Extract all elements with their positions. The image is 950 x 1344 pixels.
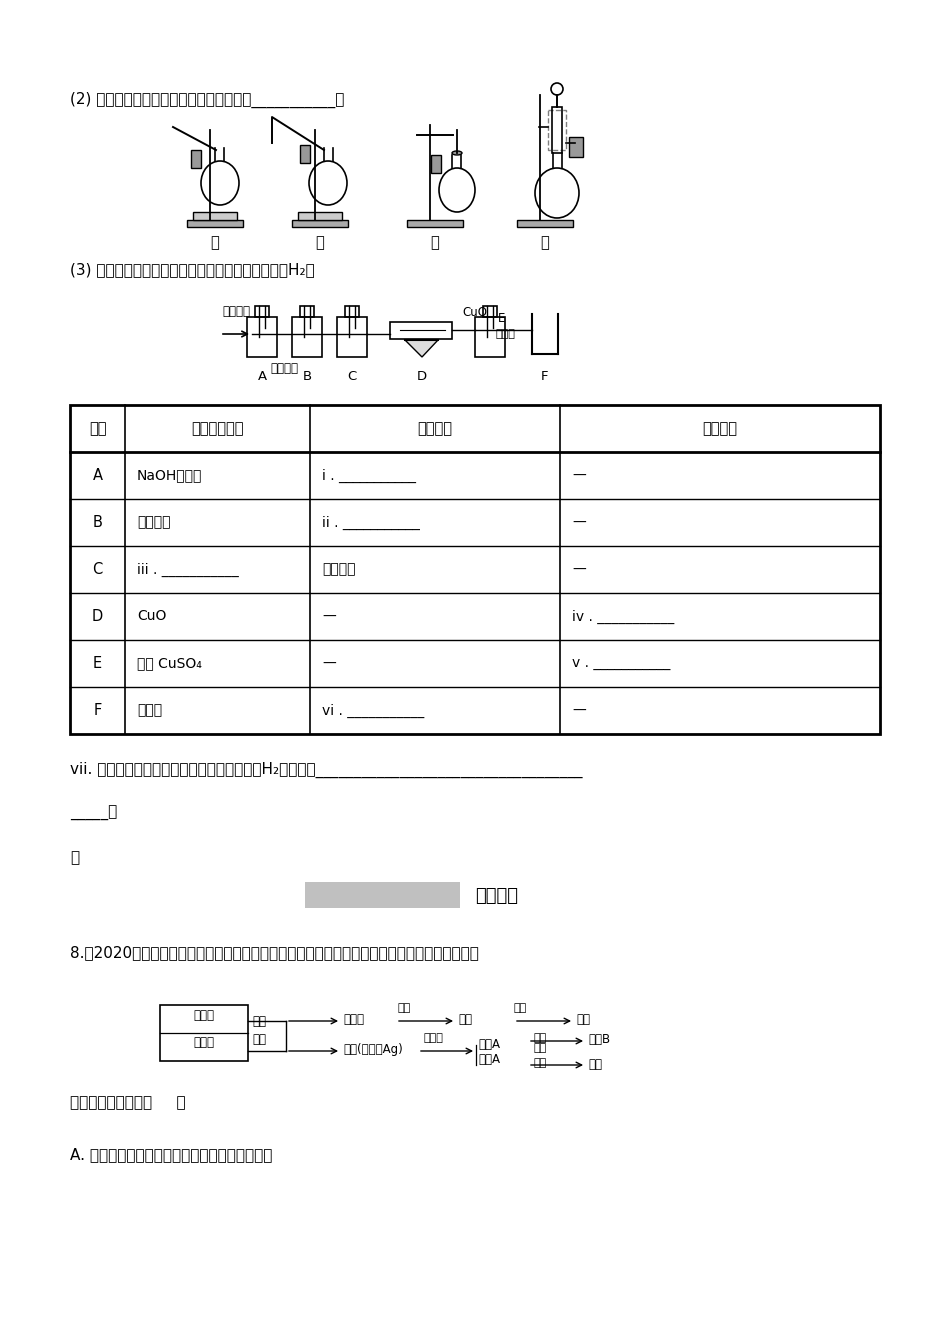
Text: 品红溢液: 品红溢液 bbox=[137, 516, 170, 530]
Text: (3) 同学甲采用下列装置验证产生的混合气体中含有H₂。: (3) 同学甲采用下列装置验证产生的混合气体中含有H₂。 bbox=[70, 262, 314, 277]
Bar bbox=[300, 145, 310, 163]
Bar bbox=[431, 155, 441, 173]
Text: v . ___________: v . ___________ bbox=[572, 656, 671, 671]
Text: 稀硫酸: 稀硫酸 bbox=[424, 1034, 444, 1043]
Bar bbox=[483, 306, 497, 317]
Bar bbox=[160, 1005, 248, 1060]
Text: —: — bbox=[322, 656, 335, 671]
Text: 丙: 丙 bbox=[430, 235, 439, 250]
Bar bbox=[193, 212, 237, 220]
Bar bbox=[292, 317, 322, 358]
Text: 。: 。 bbox=[70, 849, 79, 866]
Text: 丁: 丁 bbox=[541, 235, 549, 250]
Text: C: C bbox=[348, 370, 356, 383]
Text: —: — bbox=[572, 563, 586, 577]
Text: 铁粉: 铁粉 bbox=[534, 1043, 547, 1052]
Bar bbox=[337, 317, 367, 358]
Text: 过滤: 过滤 bbox=[534, 1058, 547, 1068]
Bar bbox=[407, 220, 463, 227]
Bar bbox=[255, 306, 269, 317]
Text: 空气: 空气 bbox=[252, 1015, 266, 1028]
Text: 纯银: 纯银 bbox=[576, 1013, 590, 1025]
Bar bbox=[548, 110, 566, 151]
Ellipse shape bbox=[452, 151, 462, 155]
Text: CuO: CuO bbox=[462, 306, 487, 319]
Text: 能力提升: 能力提升 bbox=[475, 887, 518, 905]
Text: 乙: 乙 bbox=[315, 235, 324, 250]
Text: —: — bbox=[572, 703, 586, 718]
Bar bbox=[300, 306, 314, 317]
Text: A. 粗铜溶于过量稀硫酸，过滤、低温干燥得纯铜: A. 粗铜溶于过量稀硫酸，过滤、低温干燥得纯铜 bbox=[70, 1146, 273, 1163]
Text: 滤液A: 滤液A bbox=[478, 1052, 500, 1066]
Text: 混合气体: 混合气体 bbox=[222, 305, 250, 319]
Text: 铜银合: 铜银合 bbox=[194, 1009, 215, 1021]
Text: 冷却: 冷却 bbox=[398, 1003, 411, 1013]
Text: _____。: _____。 bbox=[70, 806, 117, 821]
Text: 高温: 高温 bbox=[252, 1034, 266, 1046]
Bar bbox=[298, 212, 342, 220]
Text: E: E bbox=[498, 312, 505, 325]
Text: CuO: CuO bbox=[137, 609, 166, 624]
Text: 下列说法正确的是（     ）: 下列说法正确的是（ ） bbox=[70, 1095, 185, 1110]
Bar bbox=[247, 317, 277, 358]
Text: 甲: 甲 bbox=[211, 235, 219, 250]
Text: 滤液B: 滤液B bbox=[588, 1034, 610, 1046]
Text: 电解: 电解 bbox=[514, 1003, 527, 1013]
Text: vii. 黄铜与浓硫酸反应生成的混合气体中含有H₂的原因是___________________________________: vii. 黄铜与浓硫酸反应生成的混合气体中含有H₂的原因是___________… bbox=[70, 762, 582, 778]
Text: 干燥作用: 干燥作用 bbox=[322, 563, 355, 577]
Text: i . ___________: i . ___________ bbox=[322, 469, 416, 482]
Text: 渣料(含少量Ag): 渣料(含少量Ag) bbox=[343, 1043, 403, 1056]
Text: 装置中的试剂: 装置中的试剂 bbox=[191, 421, 244, 435]
Text: 粗银: 粗银 bbox=[458, 1013, 472, 1025]
Bar bbox=[552, 108, 562, 153]
Text: 实验现象: 实验现象 bbox=[702, 421, 737, 435]
Text: 8.（2020河北衡水高三联考）以铜银合金（含少量铁）废料为原料回收银和铜的工艺流程如下：: 8.（2020河北衡水高三联考）以铜银合金（含少量铁）废料为原料回收银和铜的工艺… bbox=[70, 945, 479, 960]
Text: 银溶体: 银溶体 bbox=[343, 1013, 364, 1025]
Text: (2) 黄铜与浓硫酸反应可选用下列装置中的___________。: (2) 黄铜与浓硫酸反应可选用下列装置中的___________。 bbox=[70, 91, 344, 109]
Text: 品红溢液: 品红溢液 bbox=[270, 362, 298, 375]
Text: 金废料: 金废料 bbox=[194, 1036, 215, 1050]
Polygon shape bbox=[405, 340, 438, 358]
Text: D: D bbox=[92, 609, 104, 624]
Text: D: D bbox=[417, 370, 428, 383]
Bar bbox=[569, 137, 583, 157]
Text: —: — bbox=[572, 469, 586, 482]
Text: —: — bbox=[572, 516, 586, 530]
Bar bbox=[517, 220, 573, 227]
Text: —: — bbox=[322, 609, 335, 624]
Bar bbox=[305, 882, 460, 909]
Text: F: F bbox=[542, 370, 549, 383]
Text: vi . ___________: vi . ___________ bbox=[322, 703, 425, 718]
Bar bbox=[191, 151, 201, 168]
Text: A: A bbox=[257, 370, 267, 383]
Text: F: F bbox=[93, 703, 102, 718]
Text: 粗铜: 粗铜 bbox=[588, 1058, 602, 1071]
Text: iii . ___________: iii . ___________ bbox=[137, 562, 238, 577]
Bar bbox=[475, 317, 505, 358]
Text: NaOH浓溢液: NaOH浓溢液 bbox=[137, 469, 202, 482]
Text: 装置作用: 装置作用 bbox=[417, 421, 452, 435]
Bar bbox=[70, 405, 880, 734]
Bar bbox=[187, 220, 243, 227]
Text: A: A bbox=[92, 468, 103, 482]
Bar bbox=[390, 323, 452, 339]
Text: 无水 CuSO₄: 无水 CuSO₄ bbox=[137, 656, 201, 671]
Bar bbox=[292, 220, 348, 227]
Text: B: B bbox=[92, 515, 103, 530]
Text: 装置: 装置 bbox=[88, 421, 106, 435]
Text: ii . ___________: ii . ___________ bbox=[322, 516, 420, 530]
Bar bbox=[345, 306, 359, 317]
Text: 碘石灰: 碘石灰 bbox=[496, 329, 516, 339]
Text: B: B bbox=[302, 370, 312, 383]
Text: iv . ___________: iv . ___________ bbox=[572, 609, 674, 624]
Text: C: C bbox=[92, 562, 103, 577]
Text: 碘石灰: 碘石灰 bbox=[137, 703, 162, 718]
Text: E: E bbox=[93, 656, 102, 671]
Text: 滤液A: 滤液A bbox=[478, 1038, 500, 1051]
Text: 适量: 适量 bbox=[534, 1034, 547, 1043]
